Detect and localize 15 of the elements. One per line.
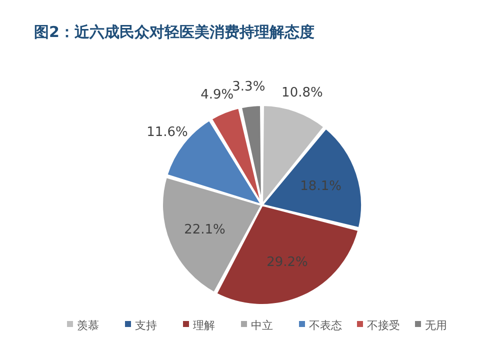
data-label: 22.1% [184,222,226,238]
data-label: 18.1% [300,178,342,194]
legend-label: 支持 [135,318,157,332]
data-label: 4.9% [200,87,234,102]
legend-label: 不表态 [309,318,342,332]
legend-label: 中立 [251,318,273,332]
data-label: 29.2% [266,255,308,270]
legend-label: 理解 [193,318,215,332]
data-label: 3.3% [232,79,266,94]
legend-label: 羡慕 [77,318,99,332]
chart-title: 图2：近六成民众对轻医美消费持理解态度 [34,23,314,41]
legend-label: 无用 [425,318,447,332]
data-label: 11.6% [146,124,188,140]
legend-label: 不接受 [367,318,400,332]
data-label: 10.8% [282,85,323,100]
